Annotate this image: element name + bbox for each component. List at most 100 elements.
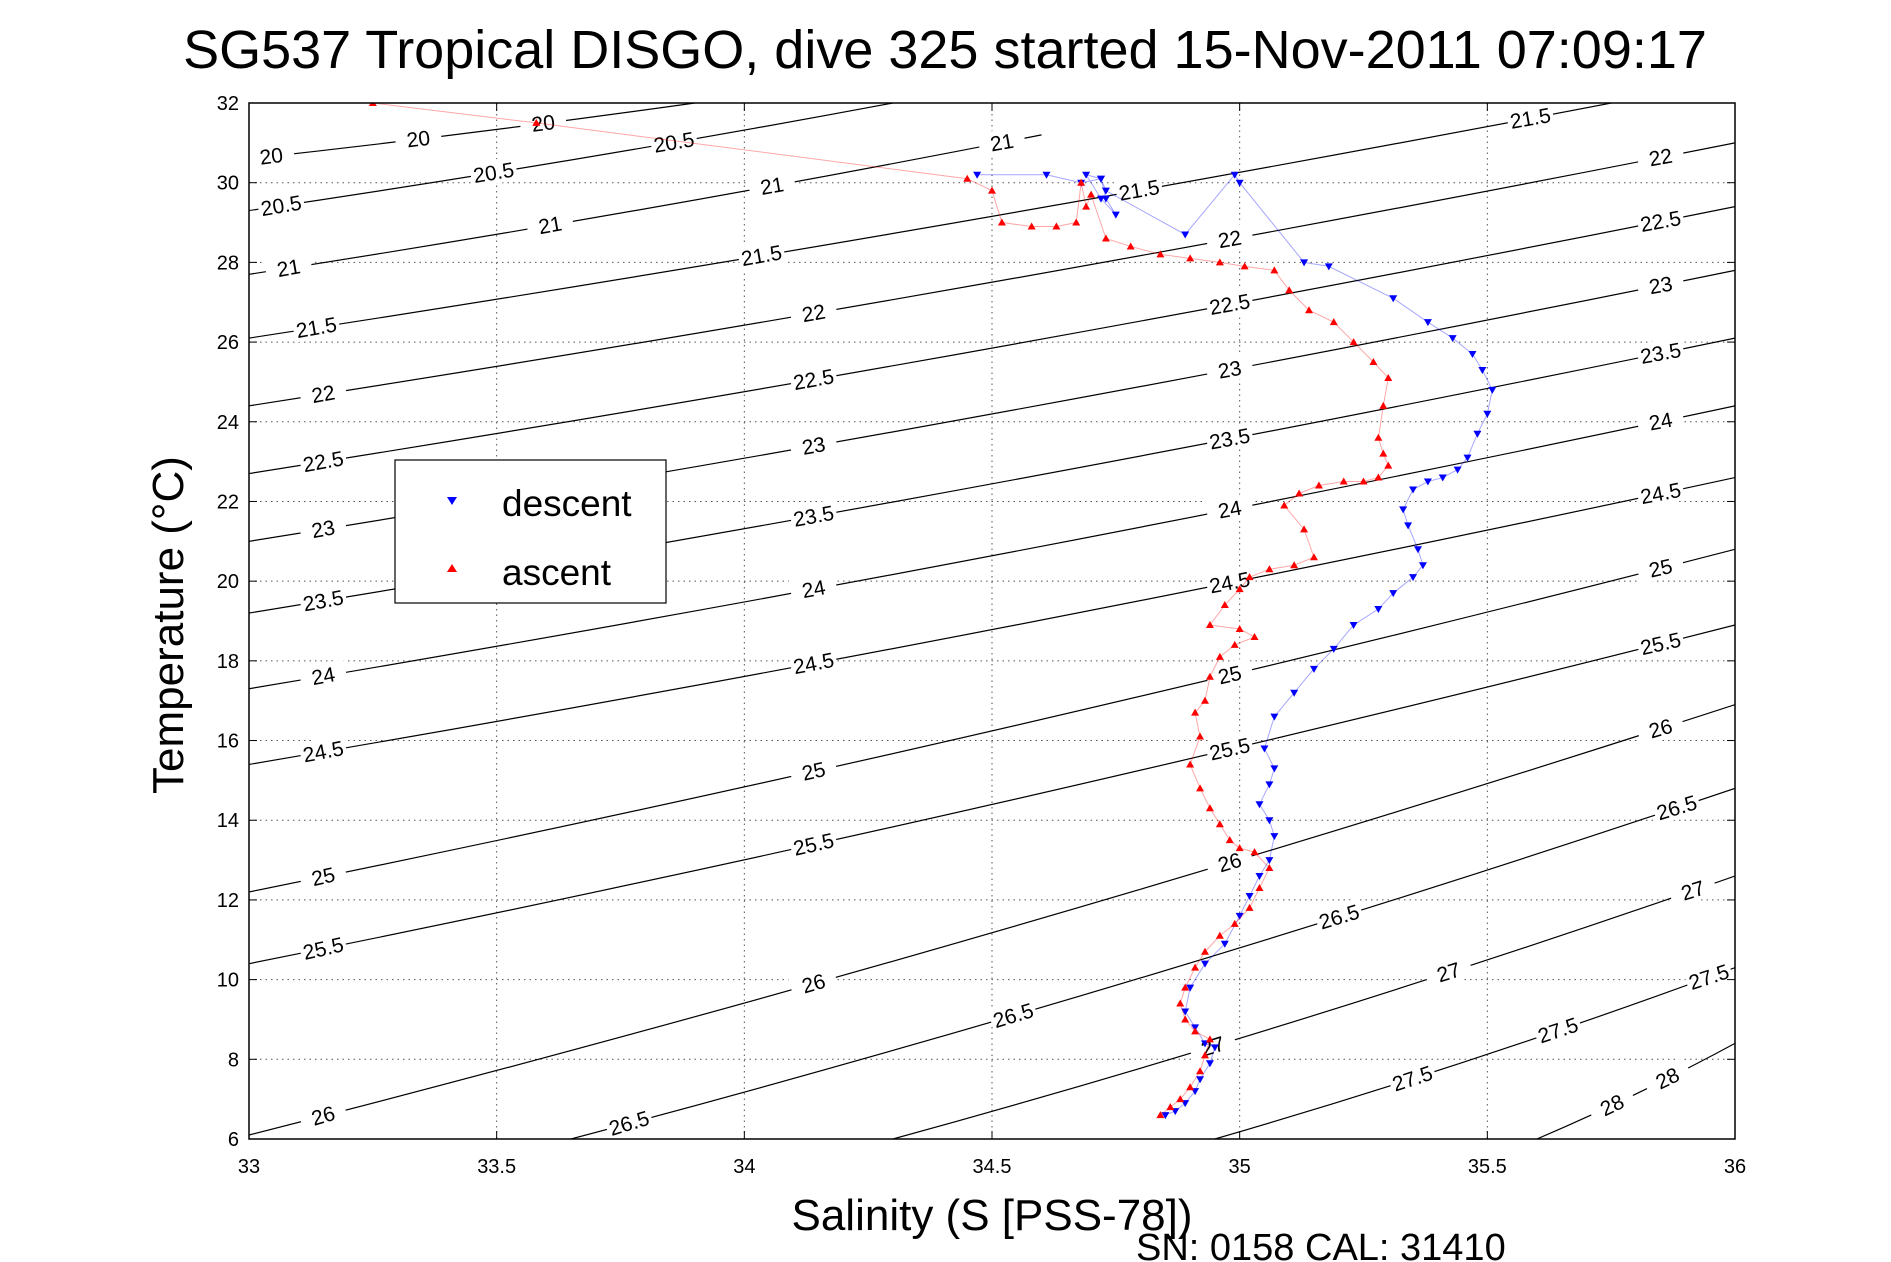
contour-label-background [1204,352,1255,385]
data-point-ascent [1027,222,1036,230]
contour-label-background [1635,268,1686,301]
data-point-ascent [1215,820,1224,828]
data-point-descent [1181,231,1190,239]
data-point-ascent [1220,601,1229,609]
data-point-descent [1235,912,1244,920]
contour-label-background [1634,709,1686,746]
axis-ticks: 33 33.5 34 34.5 35 35.5 36 6 8 10 12 14 16 18 20 22 24 26… [217,93,1746,1178]
contour-label: 21 [537,212,564,239]
contour-label-background [1386,1059,1438,1097]
data-point-ascent [1309,553,1318,561]
data-point-ascent [1196,784,1205,792]
data-point-descent [1210,1044,1219,1052]
contour-label: 21 [275,255,302,282]
data-point-descent [1329,645,1338,653]
contour-label: 24 [800,576,828,603]
contour-label-background [977,125,1027,158]
contour-label-background [1204,287,1255,320]
contour-label: 23 [800,433,827,460]
contour-label-background [1635,626,1686,660]
contour-label-background [787,964,839,1001]
data-point-ascent [1285,286,1294,294]
contour-label-background [298,734,348,767]
contour-label-background [1204,422,1255,454]
data-point-ascent [1126,242,1135,250]
data-point-descent [1324,263,1333,271]
data-point-descent [1413,546,1422,554]
y-tick-label: 26 [217,332,239,354]
contour-label: 24 [1216,497,1244,524]
contour-label-background [987,996,1039,1033]
contour-label-background [1635,140,1686,173]
legend-ascent-label: ascent [502,552,612,593]
y-tick-label: 32 [217,93,239,115]
data-point-descent [1245,892,1254,900]
y-tick-label: 22 [217,491,239,513]
data-point-ascent [1156,1111,1165,1119]
data-point-ascent [1384,461,1393,469]
contour-label-background [298,444,348,477]
contour-label-background [393,123,443,153]
contour-label-background [246,140,296,171]
data-point-descent [1220,940,1229,948]
contour-label-background [1114,173,1164,206]
legend: descent ascent [394,459,667,604]
data-point-ascent [1250,632,1259,640]
data-point-ascent [1166,1103,1175,1111]
contour-label: 25 [309,863,337,891]
contour-label-background [736,239,787,271]
density-contour-line [570,787,1735,1139]
data-point-ascent [1215,258,1224,266]
contour-label: 24 [310,663,338,690]
legend-descent-label: descent [502,483,632,524]
data-point-descent [1186,984,1195,992]
y-tick-label: 30 [217,173,239,195]
data-point-ascent [1329,318,1338,326]
y-tick-label: 12 [217,890,239,912]
data-point-ascent [532,118,541,126]
data-point-descent [1161,1112,1170,1120]
data-point-descent [1483,410,1492,418]
data-point-descent [1096,195,1105,203]
data-point-ascent [1156,250,1165,258]
data-point-ascent [988,186,996,194]
data-point-descent [1270,765,1279,773]
contour-label-background [1204,492,1255,525]
y-tick-label: 18 [217,651,239,673]
contour-label-background [1204,657,1255,691]
data-point-ascent [1230,919,1239,927]
data-point-ascent [1101,234,1110,242]
data-point-ascent [1374,433,1383,441]
density-contour-line [249,134,1042,275]
data-point-descent [1270,833,1279,841]
data-point-ascent [1200,696,1209,704]
contour-label-background [298,377,348,410]
data-point-descent [1082,171,1091,179]
y-tick-label: 16 [217,731,239,753]
data-point-descent [1181,1008,1190,1016]
data-point-ascent [1280,501,1289,509]
y-tick-label: 6 [228,1129,239,1151]
data-point-descent [1423,478,1432,486]
data-point-descent [1399,506,1408,514]
contour-label: 25 [800,758,828,786]
contour-label: 25 [1647,555,1675,583]
data-point-descent [1463,454,1472,462]
data-point-ascent [1230,640,1239,648]
data-series [368,103,1497,1120]
contour-label-background [1204,731,1255,766]
contour-label-background [788,826,839,861]
data-point-descent [1255,801,1264,809]
density-contour-line [249,548,1735,893]
data-point-ascent [1186,760,1195,768]
contour-label-background [1422,953,1474,990]
x-tick-label: 34.5 [973,1156,1012,1178]
data-point-descent [1409,574,1418,582]
data-point-ascent [1186,254,1195,262]
contour-label-background [263,251,314,283]
data-point-descent [1265,817,1274,825]
data-point-ascent [1225,836,1234,844]
data-point-ascent [1265,864,1274,872]
data-point-ascent [1339,477,1348,485]
contour-label-background [1667,871,1719,909]
